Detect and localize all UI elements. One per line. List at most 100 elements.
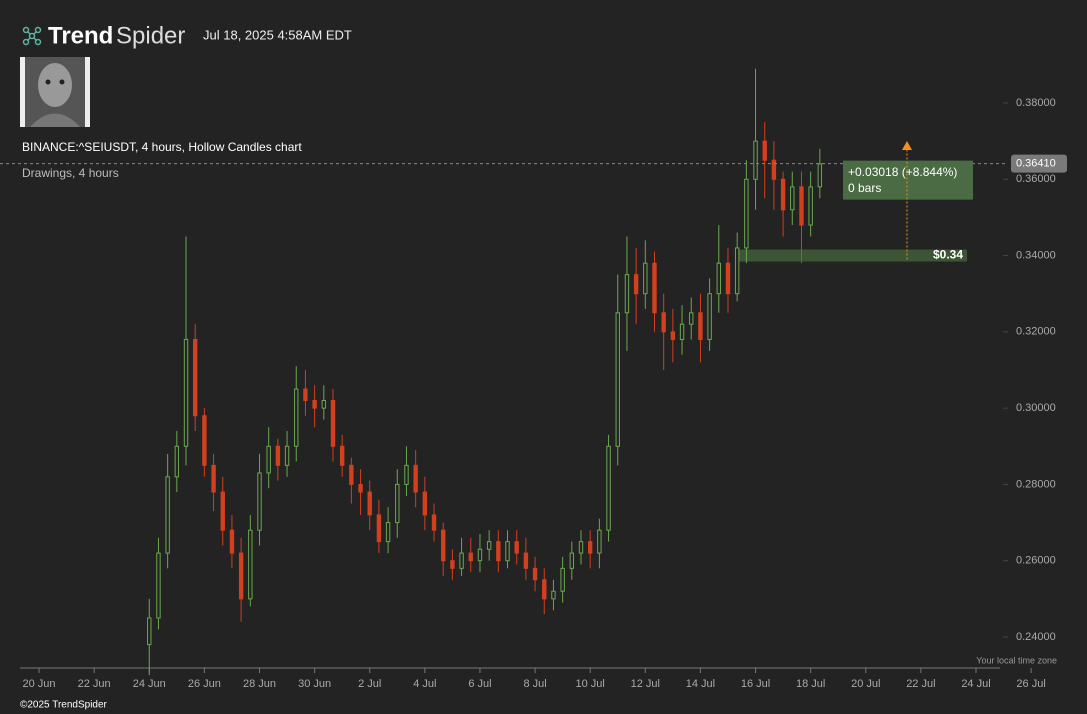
candle-body — [349, 464, 354, 485]
candle-body — [652, 262, 657, 314]
candle-body — [156, 552, 161, 619]
x-tick-label: 18 Jul — [796, 678, 825, 690]
candle-body — [266, 445, 271, 474]
y-tick-label: 0.24000 — [1016, 631, 1056, 643]
candle-body — [532, 567, 538, 581]
candle-body — [505, 541, 510, 562]
candle-body — [523, 552, 529, 569]
x-tick-label: 20 Jun — [23, 678, 56, 690]
candle-body — [707, 293, 712, 340]
candle-body — [817, 163, 823, 188]
candle-body — [294, 388, 299, 447]
measure-change: +0.03018 (+8.844%) — [848, 165, 957, 179]
candle-body — [468, 552, 473, 562]
candle-body — [542, 579, 547, 600]
candle-body — [514, 541, 519, 554]
candle-body — [477, 548, 483, 562]
candle-body — [441, 529, 446, 562]
candle-body — [257, 472, 262, 531]
candle-body — [211, 464, 216, 493]
x-tick-label: 30 Jun — [298, 678, 331, 690]
x-tick-label: 26 Jun — [188, 678, 221, 690]
y-tick-label: 0.28000 — [1016, 478, 1056, 490]
level-zone — [735, 249, 967, 262]
candle-body — [716, 262, 721, 295]
candle-body — [312, 400, 317, 409]
x-tick-label: 4 Jul — [413, 678, 436, 690]
x-tick-label: 24 Jun — [133, 678, 166, 690]
candle-body — [744, 178, 749, 249]
candle-body — [229, 529, 235, 554]
candle-body — [376, 514, 382, 543]
candle-body — [689, 312, 694, 325]
candle-body — [790, 186, 795, 211]
candle-body — [587, 541, 593, 554]
candle-body — [569, 552, 575, 569]
candle-body — [431, 514, 437, 531]
x-tick-label: 28 Jun — [243, 678, 276, 690]
candle-body — [459, 552, 464, 569]
x-tick-label: 26 Jul — [1016, 678, 1045, 690]
candle-body — [284, 445, 290, 466]
candle-body — [643, 262, 648, 295]
candle-body — [771, 159, 777, 180]
candle-body — [321, 400, 327, 409]
y-tick-label: 0.32000 — [1016, 326, 1056, 338]
measure-box — [843, 160, 973, 200]
candle-body — [624, 274, 630, 314]
candle-body — [753, 140, 758, 180]
last-price-box — [1011, 154, 1067, 173]
x-tick-label: 22 Jul — [906, 678, 935, 690]
x-tick-label: 8 Jul — [523, 678, 546, 690]
brand-bold: Trend — [48, 22, 113, 49]
candle-body — [367, 491, 372, 516]
x-tick-label: 20 Jul — [851, 678, 880, 690]
candle-body — [496, 541, 501, 562]
candle-body — [202, 415, 207, 466]
candle-body — [633, 274, 639, 295]
x-tick-label: 12 Jul — [631, 678, 660, 690]
candle-body — [799, 186, 804, 226]
candle-body — [670, 331, 676, 340]
candle-body — [174, 445, 180, 478]
candle-body — [780, 178, 786, 211]
candle-body — [734, 247, 740, 295]
candle-body — [615, 312, 620, 447]
candle-body — [358, 483, 363, 493]
candle-body — [661, 312, 666, 333]
candle-body — [486, 541, 492, 550]
brand-light: Spider — [116, 22, 185, 49]
candle-body — [183, 338, 189, 447]
symbol-line: BINANCE:^SEIUSDT, 4 hours, Hollow Candle… — [22, 140, 302, 154]
candle-body — [597, 529, 602, 554]
timezone-note: Your local time zone — [976, 655, 1057, 665]
logo-icon — [22, 26, 42, 46]
y-tick-label: 0.30000 — [1016, 402, 1056, 414]
measure-bars: 0 bars — [848, 181, 881, 195]
last-price-label: 0.36410 — [1016, 158, 1056, 170]
candle-body — [192, 338, 198, 417]
x-tick-label: 16 Jul — [741, 678, 770, 690]
measure-arrow-head — [902, 141, 912, 150]
avatar — [20, 57, 90, 127]
candle-body — [762, 140, 767, 161]
candle-body — [339, 445, 345, 466]
candle-body — [165, 476, 170, 554]
candle-body — [385, 522, 391, 543]
candle-body — [578, 541, 584, 554]
x-tick-label: 24 Jul — [961, 678, 990, 690]
candle-body — [275, 445, 281, 466]
candle-body — [698, 312, 703, 340]
x-tick-label: 14 Jul — [686, 678, 715, 690]
candle-body — [560, 567, 565, 592]
candle-body — [725, 262, 731, 295]
x-tick-label: 6 Jul — [468, 678, 491, 690]
candle-body — [679, 323, 685, 340]
candle-body — [238, 552, 244, 600]
copyright: ©2025 TrendSpider — [20, 700, 108, 711]
candle-body — [808, 186, 813, 226]
candle-body — [404, 464, 409, 485]
x-tick-label: 22 Jun — [78, 678, 111, 690]
